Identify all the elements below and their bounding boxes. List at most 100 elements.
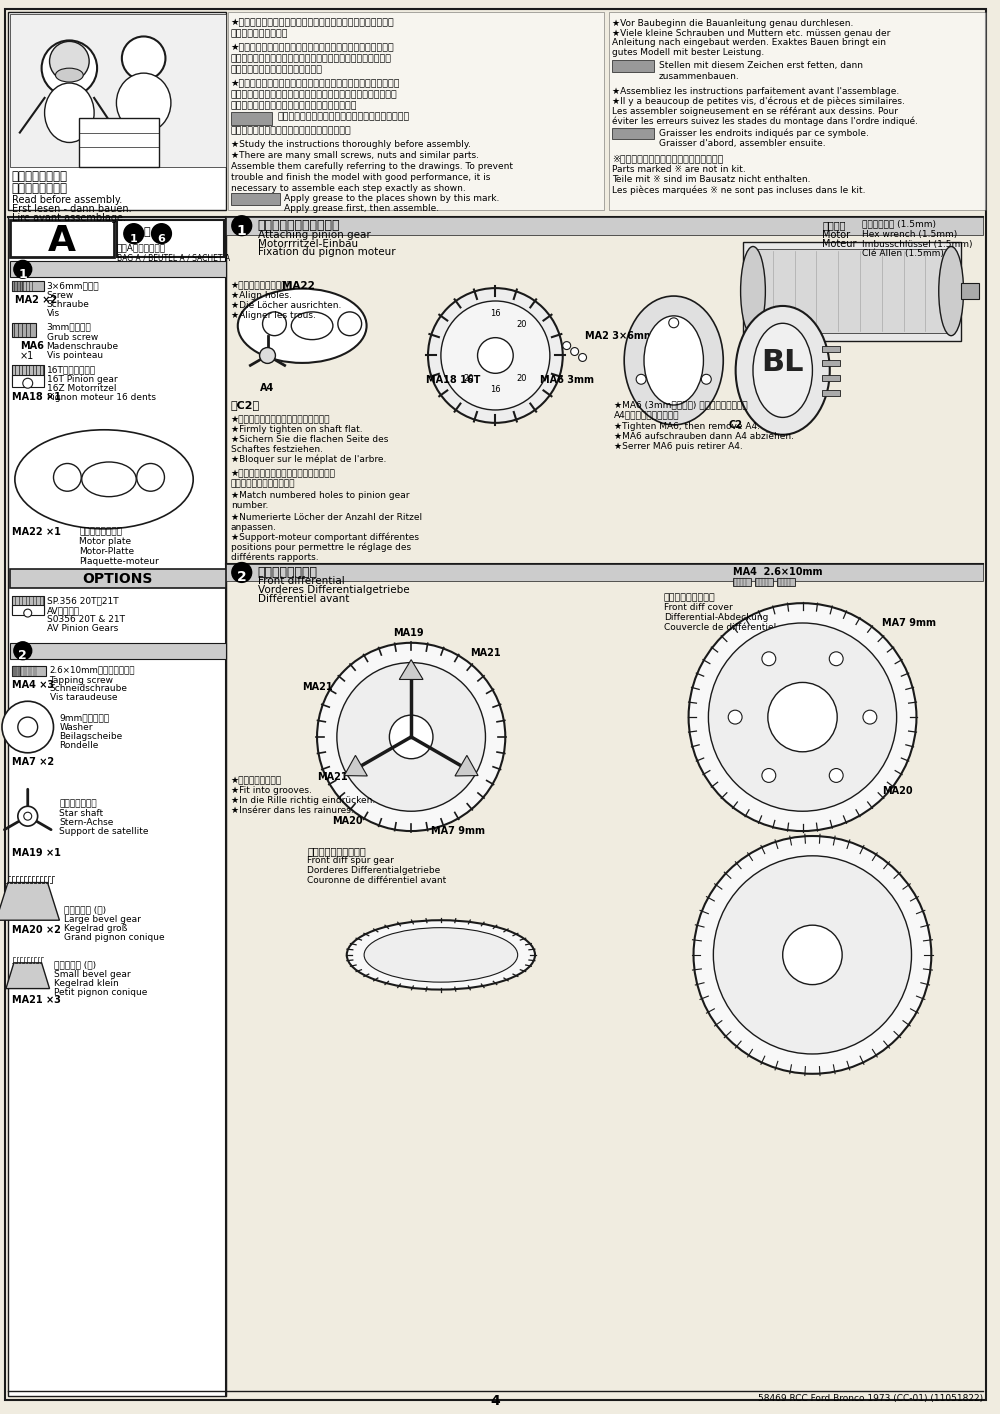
Text: AVピニオン: AVピニオン [47, 607, 80, 615]
Bar [12, 365, 44, 385]
Bar [117, 219, 224, 257]
Text: gutes Modell mit bester Leistung.: gutes Modell mit bester Leistung. [612, 48, 765, 58]
Circle shape [23, 379, 33, 389]
Bar [8, 11, 226, 209]
Text: Motor-Platte: Motor-Platte [79, 547, 134, 556]
Circle shape [441, 301, 550, 410]
Text: 16: 16 [490, 385, 501, 393]
Bar [753, 249, 951, 332]
Text: Motor: Motor [822, 229, 850, 239]
Text: ピニオンギヤの取り付け: ピニオンギヤの取り付け [258, 219, 340, 232]
Text: 1: 1 [18, 267, 27, 281]
Bar [226, 564, 983, 581]
Text: ～: ～ [143, 226, 150, 236]
Text: ★組み立てに入る前に説明図を最後までよく見て、全体の流れ: ★組み立てに入る前に説明図を最後までよく見て、全体の流れ [231, 18, 395, 28]
Circle shape [689, 604, 916, 831]
Circle shape [762, 769, 776, 782]
Text: Read before assembly.: Read before assembly. [12, 195, 122, 205]
Text: ★Sichern Sie die flachen Seite des: ★Sichern Sie die flachen Seite des [231, 434, 388, 444]
Text: Graisser d'abord, assembler ensuite.: Graisser d'abord, assembler ensuite. [659, 140, 825, 148]
Text: ★Bloquer sur le méplat de l'arbre.: ★Bloquer sur le méplat de l'arbre. [231, 454, 386, 464]
Text: MA21 ×3: MA21 ×3 [12, 994, 61, 1004]
Text: MA4  2.6×10mm: MA4 2.6×10mm [733, 567, 823, 577]
Circle shape [579, 354, 587, 362]
Text: Motorrritzel-Einbau: Motorrritzel-Einbau [258, 239, 358, 249]
Bar [12, 666, 20, 676]
Ellipse shape [291, 312, 333, 339]
Text: フロントデフキャリア: フロントデフキャリア [307, 846, 366, 855]
Text: Vis pointeau: Vis pointeau [47, 351, 103, 359]
Text: MA7 9mm: MA7 9mm [882, 618, 936, 628]
Text: Vorderes Differentialgetriebe: Vorderes Differentialgetriebe [258, 585, 409, 595]
Circle shape [137, 464, 164, 491]
Text: MA6: MA6 [20, 341, 44, 351]
Text: Les assembler soigneusement en se référant aux dessins. Pour: Les assembler soigneusement en se référa… [612, 107, 898, 116]
Text: い求めの販売店にご相談ください。: い求めの販売店にご相談ください。 [231, 65, 323, 74]
Text: Attaching pinion gear: Attaching pinion gear [258, 229, 370, 239]
Circle shape [829, 769, 843, 782]
Text: ★MA6 aufschrauben dann A4 abziehen.: ★MA6 aufschrauben dann A4 abziehen. [614, 431, 794, 441]
Text: 6: 6 [158, 233, 165, 243]
Bar [822, 375, 840, 382]
Text: ★Assembliez les instructions parfaitement avant l'assemblage.: ★Assembliez les instructions parfaitemen… [612, 88, 900, 96]
Bar [755, 578, 773, 587]
Text: trouble and finish the model with good performance, it is: trouble and finish the model with good p… [231, 173, 490, 182]
Text: ★小さなビス、ナット類が多く、よく似た形の部品もあります。: ★小さなビス、ナット類が多く、よく似た形の部品もあります。 [231, 79, 400, 88]
Text: MA2 ×2: MA2 ×2 [15, 296, 57, 305]
Text: ベベルシャフト: ベベルシャフト [59, 799, 97, 809]
Ellipse shape [116, 74, 171, 133]
Bar [10, 568, 226, 588]
Polygon shape [0, 882, 59, 921]
Bar [8, 216, 226, 1396]
Bar [822, 390, 840, 396]
Text: Apply grease first, then assemble.: Apply grease first, then assemble. [284, 204, 439, 214]
Text: Support de satellite: Support de satellite [59, 827, 149, 836]
Text: Front diff spur gear: Front diff spur gear [307, 855, 394, 865]
Text: MA18 ×1: MA18 ×1 [12, 392, 61, 402]
Text: MA21: MA21 [317, 772, 348, 782]
Text: MA4 ×3: MA4 ×3 [12, 680, 54, 690]
Bar [12, 605, 44, 615]
Text: Front differential: Front differential [258, 577, 344, 587]
Bar [12, 666, 46, 676]
Text: Clé Allen (1.5mm): Clé Allen (1.5mm) [862, 249, 944, 259]
Circle shape [708, 624, 897, 812]
Text: 3mmイモネジ: 3mmイモネジ [47, 322, 91, 332]
Text: フロントデフカバー: フロントデフカバー [664, 594, 716, 602]
Bar [10, 643, 226, 659]
Text: ★お買い求めの際、また組み立ての前には必ず内容をお確めく: ★お買い求めの際、また組み立ての前には必ず内容をお確めく [231, 44, 395, 52]
Text: BAG A / BEUTEL A / SACHET A: BAG A / BEUTEL A / SACHET A [117, 253, 230, 263]
Text: をつかんでください。: をつかんでください。 [231, 30, 288, 38]
Text: MA2 3×6mm: MA2 3×6mm [585, 331, 653, 341]
Text: 作る前にかならず: 作る前にかならず [12, 170, 68, 184]
Text: 16Tピニオンギヤ: 16Tピニオンギヤ [47, 365, 96, 375]
Text: Les pièces marquées ※ ne sont pas incluses dans le kit.: Les pièces marquées ※ ne sont pas inclus… [612, 185, 866, 195]
Text: Kegelrad klein: Kegelrad klein [54, 978, 119, 987]
Text: Différentiel avant: Différentiel avant [258, 594, 349, 604]
Circle shape [669, 318, 679, 328]
Text: Fixation du pignon moteur: Fixation du pignon moteur [258, 247, 395, 257]
Text: ★Insérer dans les rainures.: ★Insérer dans les rainures. [231, 806, 354, 816]
Circle shape [50, 41, 89, 81]
Ellipse shape [55, 68, 83, 82]
Bar [10, 262, 226, 277]
Text: Hex wrench (1.5mm): Hex wrench (1.5mm) [862, 229, 957, 239]
Text: 9mmワッシャー: 9mmワッシャー [59, 713, 110, 723]
Text: Star shaft: Star shaft [59, 809, 104, 819]
Bar [10, 14, 226, 167]
Text: positions pour permettre le réglage des: positions pour permettre le réglage des [231, 543, 411, 553]
Text: Madenschraube: Madenschraube [47, 342, 119, 351]
Circle shape [636, 375, 646, 385]
Circle shape [263, 312, 286, 335]
Circle shape [713, 855, 912, 1053]
Text: A4をはずしてください。: A4をはずしてください。 [614, 410, 680, 419]
Text: ★穴位置をあわせます。: ★穴位置をあわせます。 [231, 281, 293, 290]
Text: A4: A4 [260, 383, 274, 393]
Circle shape [478, 338, 513, 373]
Text: ★みぞに入れます。: ★みぞに入れます。 [231, 776, 282, 786]
Text: ★Study the instructions thoroughly before assembly.: ★Study the instructions thoroughly befor… [231, 140, 471, 150]
Circle shape [260, 348, 275, 363]
Ellipse shape [82, 462, 136, 496]
Circle shape [694, 836, 931, 1073]
Text: Apply grease to the places shown by this mark.: Apply grease to the places shown by this… [284, 194, 500, 204]
